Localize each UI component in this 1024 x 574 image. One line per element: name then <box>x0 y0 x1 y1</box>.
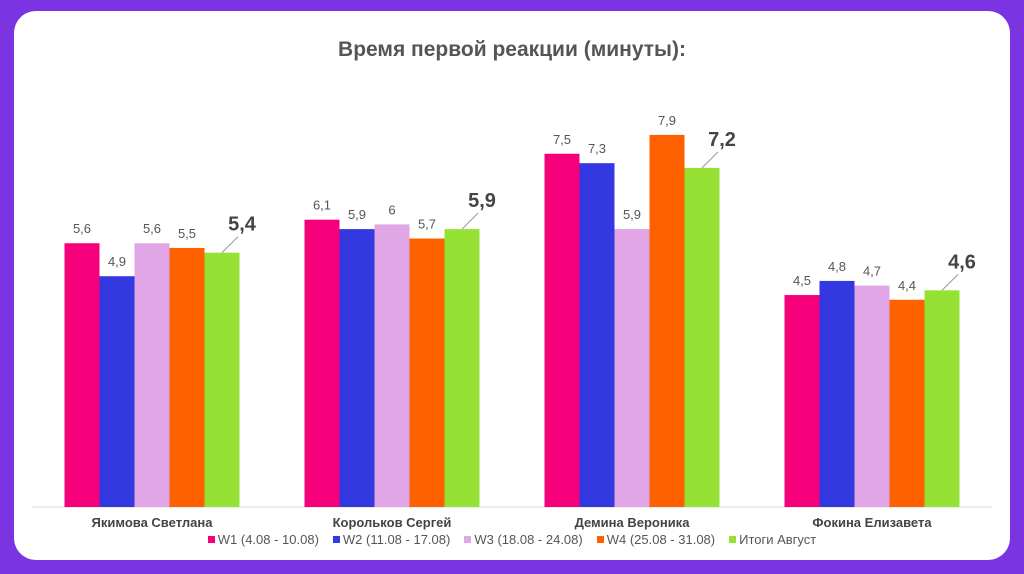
category-label: Фокина Елизавета <box>812 515 932 530</box>
category-label: Якимова Светлана <box>92 515 214 530</box>
legend-label: W1 (4.08 - 10.08) <box>217 532 319 547</box>
legend-swatch <box>729 536 737 543</box>
legend-label: W4 (25.08 - 31.08) <box>606 532 716 547</box>
bar <box>99 276 135 507</box>
legend-swatch <box>596 536 604 543</box>
bar <box>684 167 720 507</box>
data-label: 5,9 <box>468 190 496 212</box>
data-label: 4,5 <box>793 273 811 288</box>
legend-swatch <box>332 536 340 543</box>
data-label: 5,9 <box>623 207 641 222</box>
data-label: 5,9 <box>348 207 366 222</box>
data-label: 4,8 <box>828 259 846 274</box>
data-label: 5,6 <box>73 221 91 236</box>
bar <box>889 299 925 507</box>
label-leader-line <box>461 212 479 230</box>
data-label: 7,3 <box>588 141 606 156</box>
data-label: 5,5 <box>178 226 196 241</box>
bar <box>649 134 685 507</box>
bar <box>579 163 615 508</box>
legend: W1 (4.08 - 10.08) W2 (11.08 - 17.08) W3 (1… <box>0 532 1024 547</box>
bar <box>544 153 580 507</box>
data-label: 5,6 <box>143 221 161 236</box>
data-label: 5,7 <box>418 217 436 232</box>
category-label: Демина Вероника <box>575 515 691 530</box>
bar <box>924 290 960 507</box>
data-label: 7,2 <box>708 129 736 151</box>
legend-item: Итоги Август <box>729 532 816 547</box>
data-label: 6,1 <box>313 198 331 213</box>
legend-swatch <box>464 536 472 543</box>
bar <box>409 238 445 507</box>
legend-label: W3 (18.08 - 24.08) <box>474 532 583 547</box>
data-label: 4,7 <box>863 264 881 279</box>
bar <box>169 247 205 507</box>
data-label: 4,6 <box>948 251 976 273</box>
bar <box>339 229 375 508</box>
bar <box>204 252 240 507</box>
legend-label: Итоги Август <box>739 532 817 547</box>
bar <box>134 243 170 508</box>
bar <box>374 224 410 507</box>
bar <box>784 295 820 507</box>
data-label: 7,5 <box>553 132 571 147</box>
bar <box>854 285 890 507</box>
bar <box>64 243 100 508</box>
bar <box>819 280 855 507</box>
label-leader-line <box>701 151 719 169</box>
legend-item: W3 (18.08 - 24.08) <box>464 532 583 547</box>
label-leader-line <box>221 236 239 254</box>
bar <box>304 219 340 507</box>
label-leader-line <box>941 273 959 291</box>
legend-label: W2 (11.08 - 17.08) <box>342 532 451 547</box>
legend-item: W1 (4.08 - 10.08) <box>207 532 319 547</box>
bar <box>444 229 480 508</box>
data-label: 6 <box>388 202 395 217</box>
legend-item: W4 (25.08 - 31.08) <box>596 532 716 547</box>
data-label: 5,4 <box>228 214 257 236</box>
category-label: Корольков Сергей <box>333 515 452 530</box>
data-label: 4,9 <box>108 254 126 269</box>
data-label: 7,9 <box>658 113 676 128</box>
data-label: 4,4 <box>898 278 916 293</box>
bar <box>614 229 650 508</box>
chart-title: Время первой реакции (минуты): <box>338 38 686 61</box>
legend-item: W2 (11.08 - 17.08) <box>332 532 451 547</box>
legend-swatch <box>207 536 215 543</box>
